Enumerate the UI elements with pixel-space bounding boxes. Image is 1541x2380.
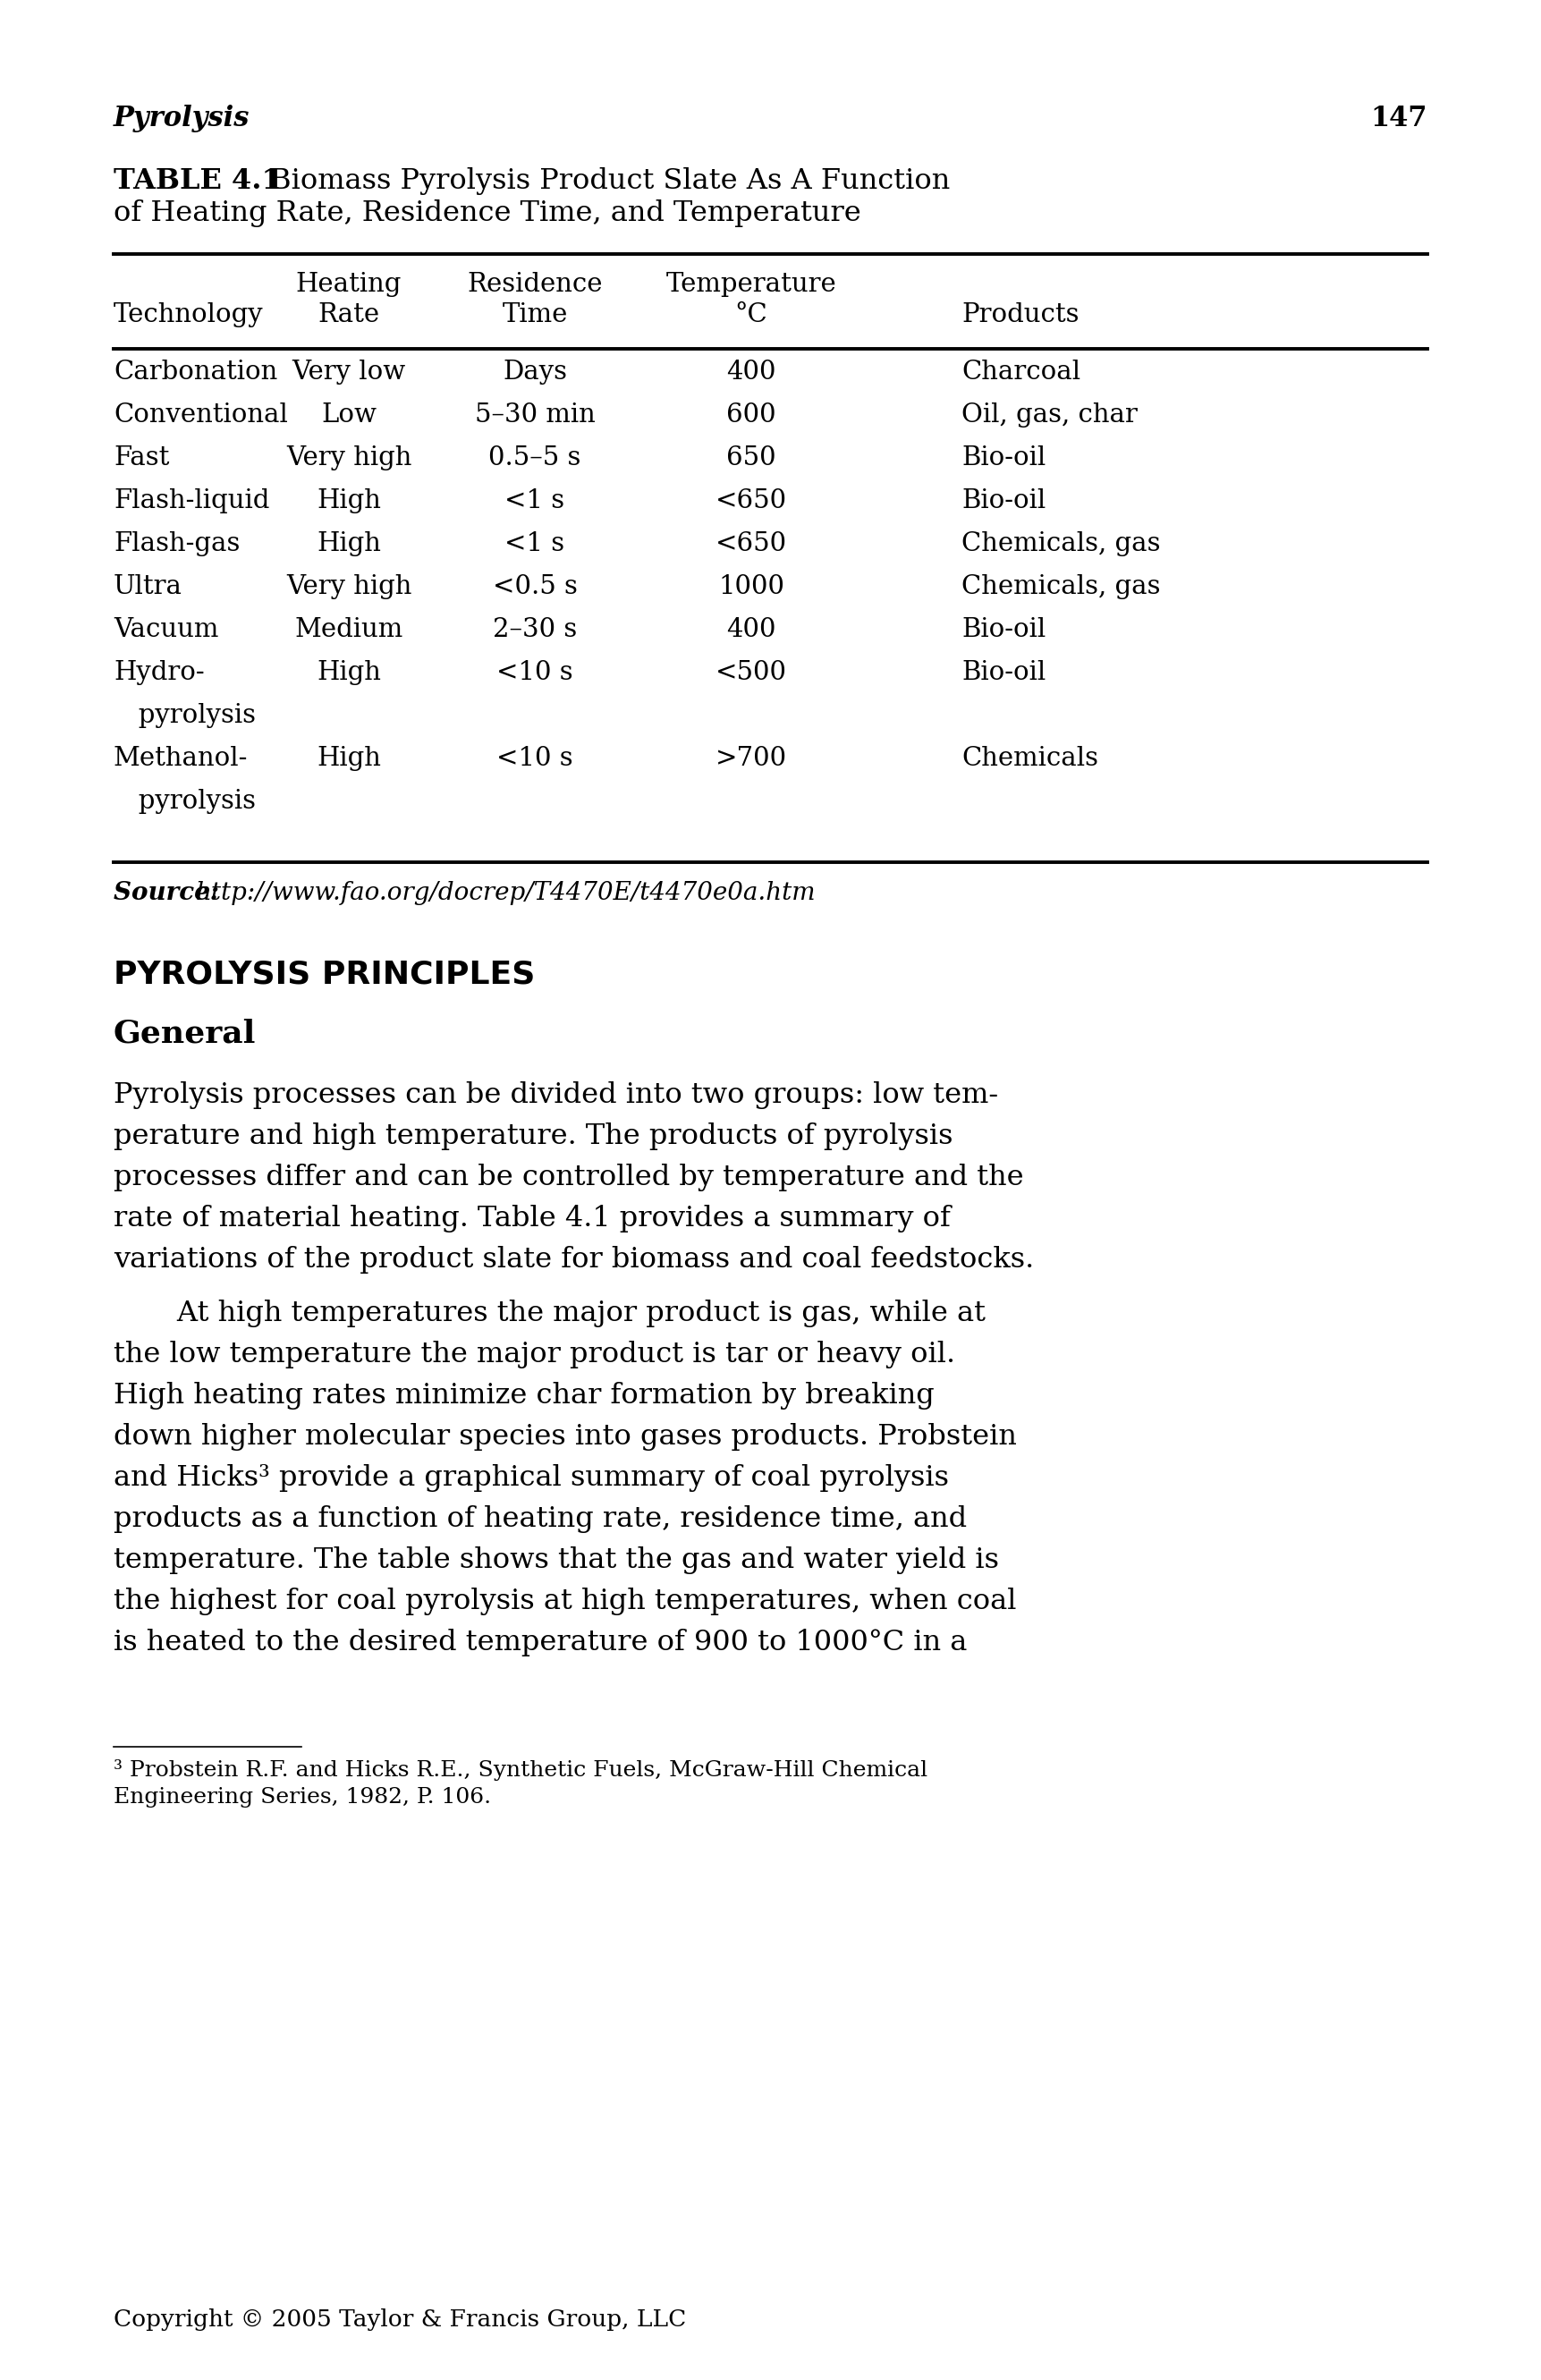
Text: the highest for coal pyrolysis at high temperatures, when coal: the highest for coal pyrolysis at high t… bbox=[114, 1587, 1017, 1616]
Text: Engineering Series, 1982, P. 106.: Engineering Series, 1982, P. 106. bbox=[114, 1787, 492, 1806]
Text: rate of material heating. Table 4.1 provides a summary of: rate of material heating. Table 4.1 prov… bbox=[114, 1204, 951, 1233]
Text: PYROLYSIS PRINCIPLES: PYROLYSIS PRINCIPLES bbox=[114, 959, 535, 990]
Text: Heating: Heating bbox=[296, 271, 402, 298]
Text: Chemicals, gas: Chemicals, gas bbox=[962, 574, 1160, 600]
Text: Very high: Very high bbox=[287, 445, 411, 471]
Text: High: High bbox=[316, 659, 381, 685]
Text: Temperature: Temperature bbox=[666, 271, 837, 298]
Text: http://www.fao.org/docrep/T4470E/t4470e0a.htm: http://www.fao.org/docrep/T4470E/t4470e0… bbox=[196, 881, 817, 904]
Text: perature and high temperature. The products of pyrolysis: perature and high temperature. The produ… bbox=[114, 1123, 952, 1150]
Text: variations of the product slate for biomass and coal feedstocks.: variations of the product slate for biom… bbox=[114, 1245, 1034, 1273]
Text: products as a function of heating rate, residence time, and: products as a function of heating rate, … bbox=[114, 1504, 966, 1533]
Text: Hydro-: Hydro- bbox=[114, 659, 205, 685]
Text: Vacuum: Vacuum bbox=[114, 616, 219, 643]
Text: High: High bbox=[316, 745, 381, 771]
Text: Charcoal: Charcoal bbox=[962, 359, 1080, 386]
Text: <1 s: <1 s bbox=[505, 488, 566, 514]
Text: 650: 650 bbox=[726, 445, 777, 471]
Text: Very high: Very high bbox=[287, 574, 411, 600]
Text: Ultra: Ultra bbox=[114, 574, 182, 600]
Text: ³ Probstein R.F. and Hicks R.E., Synthetic Fuels, McGraw-Hill Chemical: ³ Probstein R.F. and Hicks R.E., Synthet… bbox=[114, 1759, 928, 1780]
Text: 1000: 1000 bbox=[718, 574, 784, 600]
Text: <10 s: <10 s bbox=[496, 745, 573, 771]
Text: 400: 400 bbox=[726, 359, 777, 386]
Text: High heating rates minimize char formation by breaking: High heating rates minimize char formati… bbox=[114, 1383, 934, 1409]
Text: Oil, gas, char: Oil, gas, char bbox=[962, 402, 1137, 428]
Text: Fast: Fast bbox=[114, 445, 170, 471]
Text: Methanol-: Methanol- bbox=[114, 745, 248, 771]
Text: Chemicals, gas: Chemicals, gas bbox=[962, 531, 1160, 557]
Text: <500: <500 bbox=[715, 659, 787, 685]
Text: Biomass Pyrolysis Product Slate As A Function: Biomass Pyrolysis Product Slate As A Fun… bbox=[270, 167, 951, 195]
Text: pyrolysis: pyrolysis bbox=[114, 702, 256, 728]
Text: Flash-liquid: Flash-liquid bbox=[114, 488, 270, 514]
Text: TABLE 4.1: TABLE 4.1 bbox=[114, 167, 282, 195]
Text: >700: >700 bbox=[715, 745, 787, 771]
Text: Bio-oil: Bio-oil bbox=[962, 659, 1046, 685]
Text: 5–30 min: 5–30 min bbox=[475, 402, 595, 428]
Text: Bio-oil: Bio-oil bbox=[962, 488, 1046, 514]
Text: of Heating Rate, Residence Time, and Temperature: of Heating Rate, Residence Time, and Tem… bbox=[114, 200, 861, 226]
Text: Flash-gas: Flash-gas bbox=[114, 531, 240, 557]
Text: temperature. The table shows that the gas and water yield is: temperature. The table shows that the ga… bbox=[114, 1547, 999, 1573]
Text: Bio-oil: Bio-oil bbox=[962, 616, 1046, 643]
Text: the low temperature the major product is tar or heavy oil.: the low temperature the major product is… bbox=[114, 1340, 955, 1368]
Text: Medium: Medium bbox=[294, 616, 404, 643]
Text: 400: 400 bbox=[726, 616, 777, 643]
Text: processes differ and can be controlled by temperature and the: processes differ and can be controlled b… bbox=[114, 1164, 1023, 1192]
Text: Carbonation: Carbonation bbox=[114, 359, 277, 386]
Text: 147: 147 bbox=[1370, 105, 1427, 133]
Text: <10 s: <10 s bbox=[496, 659, 573, 685]
Text: Residence: Residence bbox=[467, 271, 603, 298]
Text: High: High bbox=[316, 531, 381, 557]
Text: Conventional: Conventional bbox=[114, 402, 288, 428]
Text: <1 s: <1 s bbox=[505, 531, 566, 557]
Text: Time: Time bbox=[502, 302, 567, 328]
Text: down higher molecular species into gases products. Probstein: down higher molecular species into gases… bbox=[114, 1423, 1017, 1452]
Text: At high temperatures the major product is gas, while at: At high temperatures the major product i… bbox=[114, 1299, 986, 1328]
Text: Technology: Technology bbox=[114, 302, 264, 328]
Text: and Hicks³ provide a graphical summary of coal pyrolysis: and Hicks³ provide a graphical summary o… bbox=[114, 1464, 949, 1492]
Text: °C: °C bbox=[735, 302, 767, 328]
Text: Pyrolysis processes can be divided into two groups: low tem-: Pyrolysis processes can be divided into … bbox=[114, 1081, 999, 1109]
Text: High: High bbox=[316, 488, 381, 514]
Text: 2–30 s: 2–30 s bbox=[493, 616, 576, 643]
Text: Products: Products bbox=[962, 302, 1079, 328]
Text: 0.5–5 s: 0.5–5 s bbox=[488, 445, 581, 471]
Text: <650: <650 bbox=[715, 531, 787, 557]
Text: <650: <650 bbox=[715, 488, 787, 514]
Text: Rate: Rate bbox=[317, 302, 379, 328]
Text: General: General bbox=[114, 1019, 256, 1047]
Text: pyrolysis: pyrolysis bbox=[114, 788, 256, 814]
Text: Source:: Source: bbox=[114, 881, 228, 904]
Text: Bio-oil: Bio-oil bbox=[962, 445, 1046, 471]
Text: Very low: Very low bbox=[291, 359, 405, 386]
Text: Pyrolysis: Pyrolysis bbox=[114, 105, 250, 133]
Text: 600: 600 bbox=[726, 402, 777, 428]
Text: Low: Low bbox=[321, 402, 376, 428]
Text: Copyright © 2005 Taylor & Francis Group, LLC: Copyright © 2005 Taylor & Francis Group,… bbox=[114, 2309, 686, 2330]
Text: is heated to the desired temperature of 900 to 1000°C in a: is heated to the desired temperature of … bbox=[114, 1628, 968, 1656]
Text: Days: Days bbox=[502, 359, 567, 386]
Text: Chemicals: Chemicals bbox=[962, 745, 1099, 771]
Text: <0.5 s: <0.5 s bbox=[493, 574, 578, 600]
